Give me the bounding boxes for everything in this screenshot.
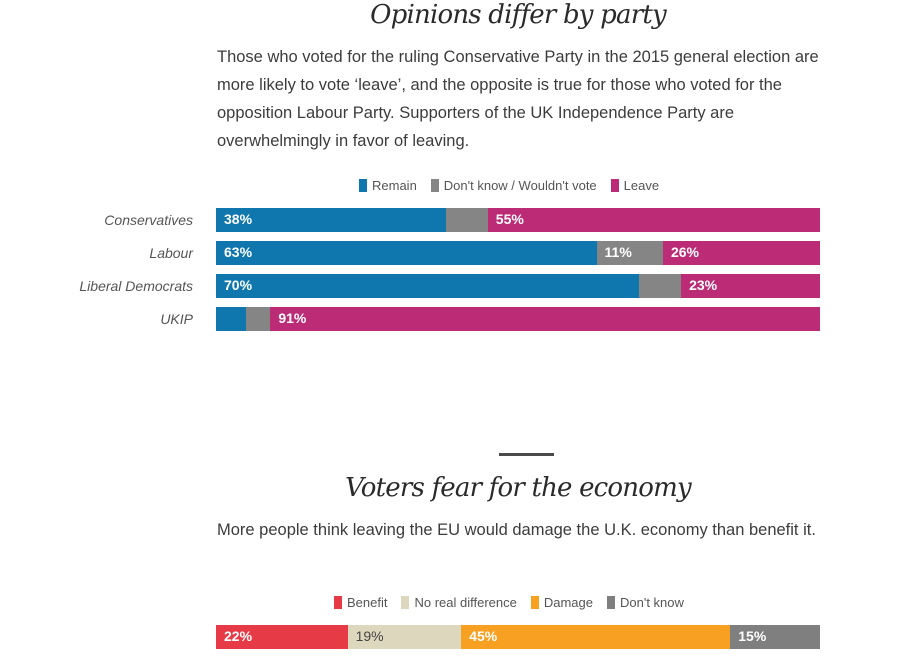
bar-segment-benefit: 22% (216, 625, 348, 649)
bar-segment-leave: 23% (681, 274, 820, 298)
legend-label: Benefit (347, 595, 388, 610)
bar-row-liberal-democrats: 70% 23% (216, 274, 820, 298)
data-label: 15% (738, 628, 767, 644)
category-label-labour: Labour (149, 245, 193, 261)
category-label-conservatives: Conservatives (104, 212, 193, 228)
bar-segment-don-t-know-wouldn-t-vote (246, 307, 271, 331)
legend-swatch (430, 179, 439, 192)
data-label: 38% (224, 211, 253, 227)
bar-segment-remain: 70% (216, 274, 639, 298)
legend-label: Leave (623, 178, 660, 193)
data-label: 91% (278, 310, 307, 326)
category-label-liberal-democrats: Liberal Democrats (79, 278, 193, 294)
legend-item-leave: Leave (610, 178, 660, 193)
legend-swatch (530, 596, 539, 609)
section-title-party: Opinions differ by party (370, 0, 667, 30)
bar-segment-remain: 38% (216, 208, 446, 232)
chart-legend-party: Remain Don't know / Wouldn't vote Leave (359, 178, 659, 193)
section-title-economy: Voters fear for the economy (345, 473, 691, 503)
bar-segment-remain (216, 307, 247, 331)
bar-segment-leave: 26% (662, 241, 820, 265)
bar-segment-leave: 55% (487, 208, 820, 232)
data-label: 19% (355, 628, 384, 644)
legend-item-damage: Damage (530, 595, 593, 610)
data-label: 63% (224, 244, 253, 260)
bar-row-conservatives: 38% 55% (216, 208, 820, 232)
bar-segment-damage: 45% (461, 625, 731, 649)
legend-label: Don't know (620, 595, 684, 610)
legend-label: Remain (372, 178, 417, 193)
bar-segment-no-real-difference: 19% (347, 625, 462, 649)
chart-legend-economy: Benefit No real difference Damage Don't kno… (334, 595, 684, 610)
bar-segment-leave: 91% (270, 307, 820, 331)
section-description-economy: More people think leaving the EU would d… (217, 521, 816, 539)
bar-row: 22% 19% 45% 15% (216, 625, 820, 649)
data-label: 26% (670, 244, 699, 260)
bar-segment-don-t-know-wouldn-t-vote (445, 208, 488, 232)
section-description-party: Those who voted for the ruling Conservat… (217, 48, 819, 150)
legend-label: No real difference (414, 595, 517, 610)
data-label: 11% (604, 244, 632, 260)
legend-swatch (610, 179, 619, 192)
legend-swatch (334, 596, 342, 609)
legend-swatch (607, 596, 615, 609)
legend-item-don-t-know: Don't know (607, 595, 684, 610)
category-label-ukip: UKIP (160, 311, 193, 327)
bar-segment-don-t-know-wouldn-t-vote (638, 274, 682, 298)
bar-segment-don-t-know: 15% (730, 625, 820, 649)
bar-row-ukip: 91% (216, 307, 820, 331)
legend-item-no-real-difference: No real difference (401, 595, 517, 610)
bar-segment-don-t-know-wouldn-t-vote: 11% (596, 241, 663, 265)
bar-segment-remain: 63% (216, 241, 597, 265)
legend-item-remain: Remain (359, 178, 417, 193)
legend-swatch (359, 179, 367, 192)
data-label: 23% (689, 277, 718, 293)
legend-item-benefit: Benefit (334, 595, 387, 610)
legend-label: Don't know / Wouldn't vote (443, 178, 597, 193)
bar-row-labour: 63% 11% 26% (216, 241, 820, 265)
data-label: 22% (224, 628, 253, 644)
data-label: 55% (495, 211, 524, 227)
data-label: 70% (224, 277, 253, 293)
legend-label: Damage (543, 595, 593, 610)
legend-item-don-t-know-wouldn-t-vote: Don't know / Wouldn't vote (430, 178, 597, 193)
section-divider (499, 453, 554, 456)
data-label: 45% (469, 628, 498, 644)
legend-swatch (401, 596, 410, 609)
